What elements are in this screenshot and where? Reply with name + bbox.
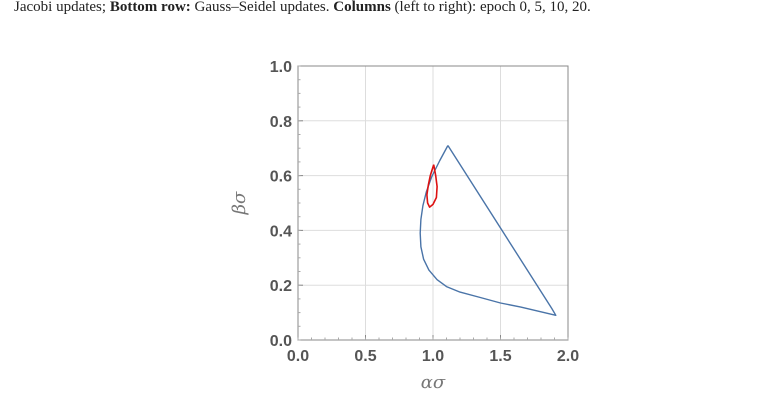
y-tick-label: 0.2	[270, 278, 292, 295]
y-tick-label: 0.0	[270, 333, 292, 350]
x-axis-label: ασ	[421, 372, 446, 393]
y-axis-label: βσ	[229, 191, 250, 215]
series-line-1	[419, 145, 557, 316]
y-tick-label: 0.4	[270, 223, 292, 240]
x-tick-labels: 0.0 0.5 1.0 1.5 2.0	[287, 348, 579, 365]
x-tick-label: 1.5	[489, 348, 511, 365]
x-tick-label: 0.0	[287, 348, 309, 365]
y-tick-labels: 0.0 0.2 0.4 0.6 0.8 1.0	[270, 59, 292, 350]
x-tick-label: 2.0	[557, 348, 579, 365]
y-tick-label: 1.0	[270, 59, 292, 76]
y-tick-label: 0.8	[270, 114, 292, 131]
figure-caption: Jacobi updates; Bottom row: Gauss–Seidel…	[0, 0, 781, 20]
caption-text-3: (left to right): epoch 0, 5, 10, 20.	[390, 0, 591, 15]
caption-bold-bottom-row: Bottom row:	[109, 0, 191, 15]
x-tick-label: 1.0	[422, 348, 444, 365]
x-tick-label: 0.5	[354, 348, 376, 365]
caption-bold-columns: Columns	[333, 0, 391, 15]
caption-text-2: Gauss–Seidel updates.	[190, 0, 334, 15]
y-tick-label: 0.6	[270, 169, 292, 186]
tick-marks	[297, 65, 569, 341]
series-layer	[419, 145, 557, 316]
caption-text-1: Jacobi updates;	[14, 0, 110, 15]
series-line-2	[426, 164, 438, 208]
